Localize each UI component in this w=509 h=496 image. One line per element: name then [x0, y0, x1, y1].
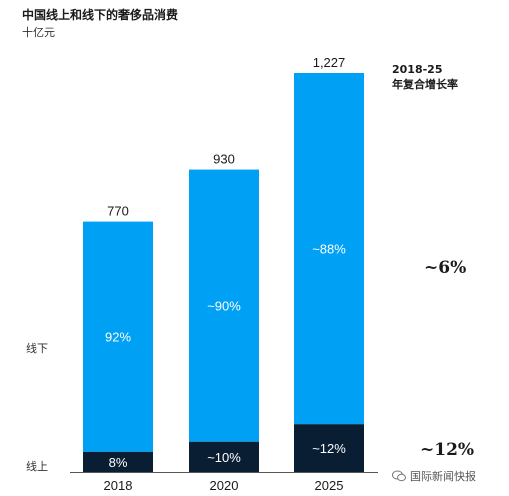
chart-title: 中国线上和线下的奢侈品消费	[22, 8, 179, 22]
unit-label: 十亿元	[22, 26, 55, 39]
watermark-text: 国际新闻快报	[410, 470, 476, 483]
label-total-2025: 1,227	[313, 55, 346, 70]
cagr-header-label: 年复合增长率	[392, 78, 458, 91]
cagr-online-value: ~12%	[420, 440, 475, 460]
x-tick-2025: 2025	[315, 478, 344, 493]
row-label-offline: 线下	[26, 342, 48, 355]
label-online-share-2020: ~10%	[207, 450, 241, 465]
label-offline-share-2018: 92%	[105, 330, 131, 345]
label-total-2018: 770	[107, 204, 129, 219]
label-offline-share-2025: ~88%	[312, 242, 346, 257]
row-label-online: 线上	[26, 460, 48, 473]
cagr-offline-value: ~6%	[424, 258, 467, 278]
bar-offline-2025	[294, 73, 364, 425]
cagr-header-period: 2018-25	[392, 63, 443, 76]
bar-offline-2020	[189, 169, 259, 442]
x-tick-2018: 2018	[104, 478, 133, 493]
x-tick-2020: 2020	[210, 478, 239, 493]
label-online-share-2018: 8%	[109, 455, 128, 470]
bar-online-2018	[83, 451, 153, 472]
bar-offline-2018	[83, 221, 153, 452]
cagr-header: 2018-25 年复合增长率	[392, 62, 458, 92]
bar-online-2020	[189, 441, 259, 472]
wechat-icon	[392, 470, 406, 482]
label-total-2020: 930	[213, 152, 235, 167]
bar-online-2025	[294, 424, 364, 472]
label-online-share-2025: ~12%	[312, 441, 346, 456]
watermark: 国际新闻快报	[392, 468, 476, 484]
label-offline-share-2020: ~90%	[207, 299, 241, 314]
